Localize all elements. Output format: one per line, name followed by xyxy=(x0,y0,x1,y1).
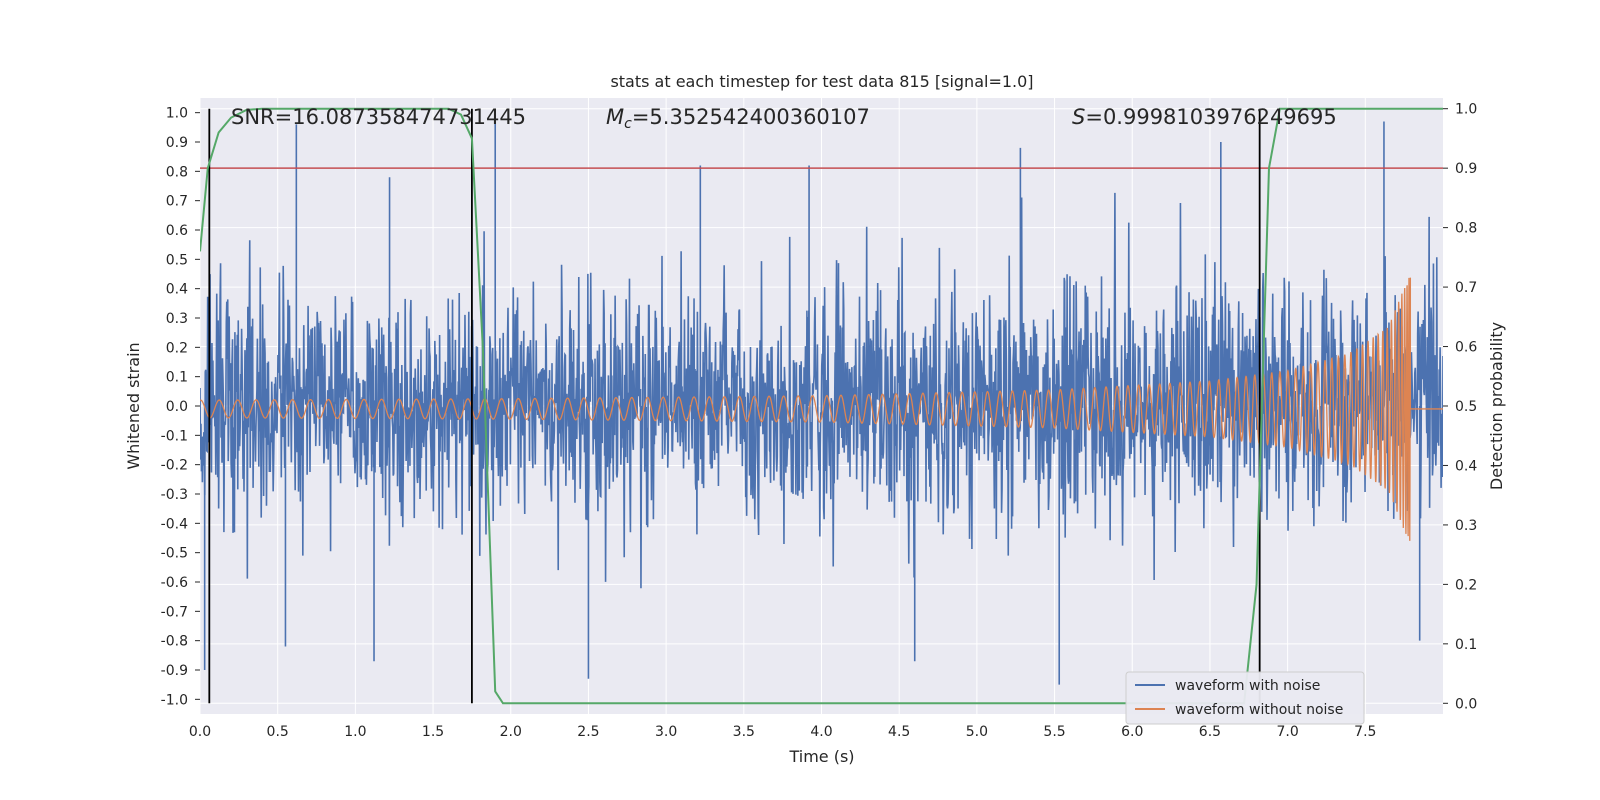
y2-tick-label: 0.9 xyxy=(1455,161,1477,177)
y-tick-label: -0.1 xyxy=(161,428,188,444)
y-tick-label: 0.1 xyxy=(166,370,188,386)
y-tick-label: -0.9 xyxy=(161,663,188,679)
y2-tick-label: 0.5 xyxy=(1455,399,1477,415)
y-tick-label: -0.2 xyxy=(161,458,188,474)
y-tick-label: 1.0 xyxy=(166,106,188,122)
legend-label-signal: waveform without noise xyxy=(1175,702,1343,718)
x-axis-label: Time (s) xyxy=(788,747,854,766)
y2-tick-label: 0.6 xyxy=(1455,340,1477,356)
legend: waveform with noise waveform without noi… xyxy=(1125,671,1365,725)
y2-tick-label: 0.0 xyxy=(1455,696,1477,712)
y2-tick-label: 0.4 xyxy=(1455,458,1477,474)
y-tick-label: 0.2 xyxy=(166,340,188,356)
x-tick-label: 7.0 xyxy=(1276,724,1298,740)
x-tick-label: 6.0 xyxy=(1121,724,1143,740)
annotation-chirp-mass: Mc=5.352542400360107 xyxy=(606,105,870,132)
x-tick-label: 2.0 xyxy=(500,724,522,740)
x-tick-label: 0.5 xyxy=(267,724,289,740)
x-tick-label: 3.0 xyxy=(655,724,677,740)
y2-tick-label: 0.3 xyxy=(1455,518,1477,534)
annotation-score: S=0.9998103976249695 xyxy=(1072,105,1337,129)
y-tick-label: -0.5 xyxy=(161,546,188,562)
annotation-snr: SNR=16.087358474731445 xyxy=(231,105,526,129)
y-axis-label: Whitened strain xyxy=(124,342,143,469)
y2-tick-label: 0.8 xyxy=(1455,221,1477,237)
y-tick-label: 0.7 xyxy=(166,194,188,210)
legend-label-noise: waveform with noise xyxy=(1175,678,1320,694)
y-tick-label: -0.8 xyxy=(161,634,188,650)
x-tick-label: 0.0 xyxy=(189,724,211,740)
probability-curve xyxy=(200,107,1443,705)
y2-tick-label: 1.0 xyxy=(1455,102,1477,118)
x-tick-label: 7.5 xyxy=(1354,724,1376,740)
x-tick-label: 4.5 xyxy=(888,724,910,740)
clean-waveform xyxy=(200,277,1443,541)
y2-tick-label: 0.2 xyxy=(1455,577,1477,593)
y-tick-label: -0.3 xyxy=(161,487,188,503)
x-tick-label: 3.5 xyxy=(733,724,755,740)
y-tick-label: 0.4 xyxy=(166,282,188,298)
y-tick-label: -0.7 xyxy=(161,604,188,620)
x-tick-label: 6.5 xyxy=(1199,724,1221,740)
y-tick-label: 0.9 xyxy=(166,135,188,151)
y-tick-label: 0.6 xyxy=(166,223,188,239)
x-tick-label: 5.0 xyxy=(966,724,988,740)
y-tick-label: -0.6 xyxy=(161,575,188,591)
y2-tick-label: 0.1 xyxy=(1455,637,1477,653)
legend-box xyxy=(1125,671,1365,725)
y-tick-label: 0.8 xyxy=(166,164,188,180)
x-tick-label: 2.5 xyxy=(577,724,599,740)
chart-title: stats at each timestep for test data 815… xyxy=(610,72,1033,91)
y-tick-label: -1.0 xyxy=(161,692,188,708)
y-tick-label: 0.0 xyxy=(166,399,188,415)
y2-axis-label: Detection probability xyxy=(1487,322,1506,490)
y-tick-label: -0.4 xyxy=(161,516,188,532)
x-tick-label: 1.5 xyxy=(422,724,444,740)
y2-tick-label: 0.7 xyxy=(1455,280,1477,296)
x-tick-label: 1.0 xyxy=(344,724,366,740)
y-tick-label: 0.3 xyxy=(166,311,188,327)
y-tick-label: 0.5 xyxy=(166,252,188,268)
x-tick-label: 4.0 xyxy=(810,724,832,740)
x-tick-label: 5.5 xyxy=(1043,724,1065,740)
